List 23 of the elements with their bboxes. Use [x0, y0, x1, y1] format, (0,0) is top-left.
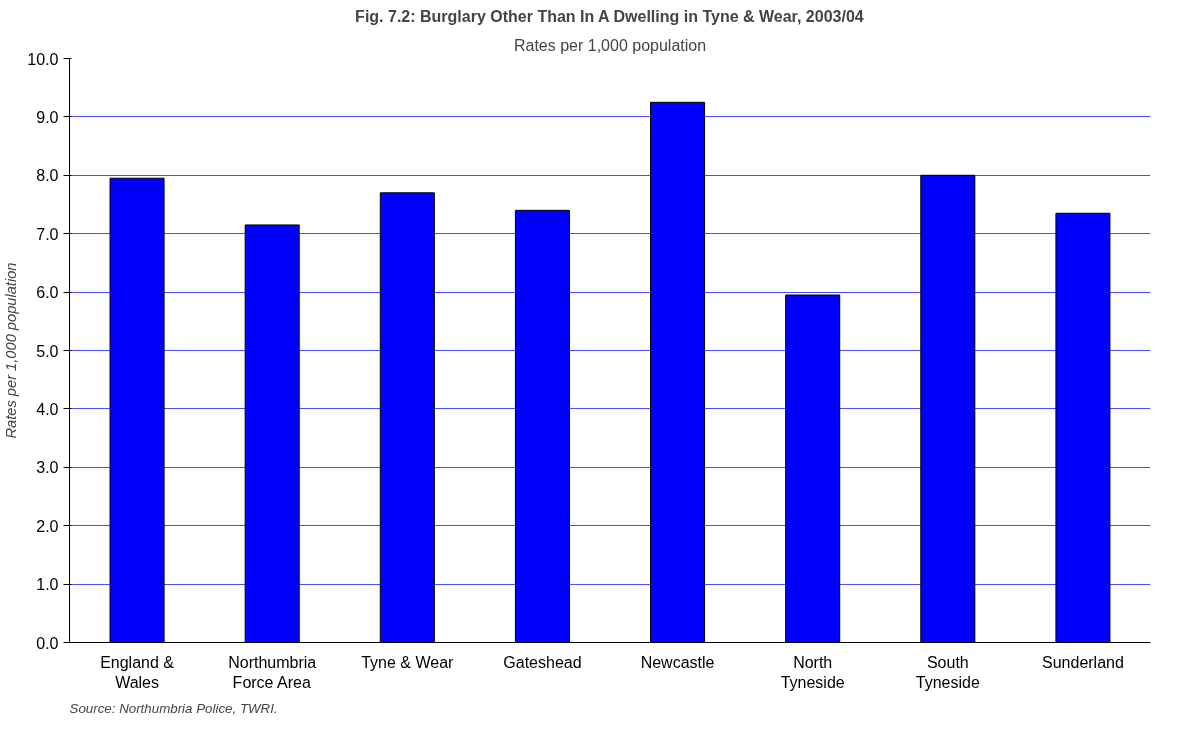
y-tick-label: 8.0 [36, 167, 59, 185]
x-tick-label: South Tyneside [915, 653, 980, 691]
y-tick-label: 1.0 [36, 576, 59, 594]
y-tick-label: 6.0 [36, 284, 59, 302]
x-tick-label: Gateshead [503, 653, 582, 671]
y-tick-label: 2.0 [36, 517, 59, 535]
x-tick-label: North Tyneside [780, 653, 845, 691]
source-note: Source: Northumbria Police, TWRI. [69, 700, 278, 716]
y-tick-label: 10.0 [27, 50, 59, 68]
x-tick-label: Sunderland [1042, 653, 1124, 671]
y-tick-label: 3.0 [36, 459, 59, 477]
chart-title: Fig. 7.2: Burglary Other Than In A Dwelling in Tyne & Wear, 2003/04 [355, 7, 864, 25]
y-tick-label: 7.0 [36, 225, 59, 243]
y-tick-label: 9.0 [36, 108, 59, 126]
x-tick-label: England & Wales [100, 653, 175, 691]
x-tick-label: Tyne & Wear [361, 653, 455, 671]
chart-subtitle: Rates per 1,000 population [513, 36, 707, 54]
y-tick-label: 5.0 [36, 342, 59, 360]
x-tick-label: Northumbria Force Area [228, 653, 317, 691]
x-tick-label: Newcastle [640, 653, 715, 671]
y-tick-label: 4.0 [36, 400, 59, 418]
y-tick-label: 0.0 [36, 634, 59, 652]
y-axis-title: Rates per 1,000 population [3, 262, 20, 439]
